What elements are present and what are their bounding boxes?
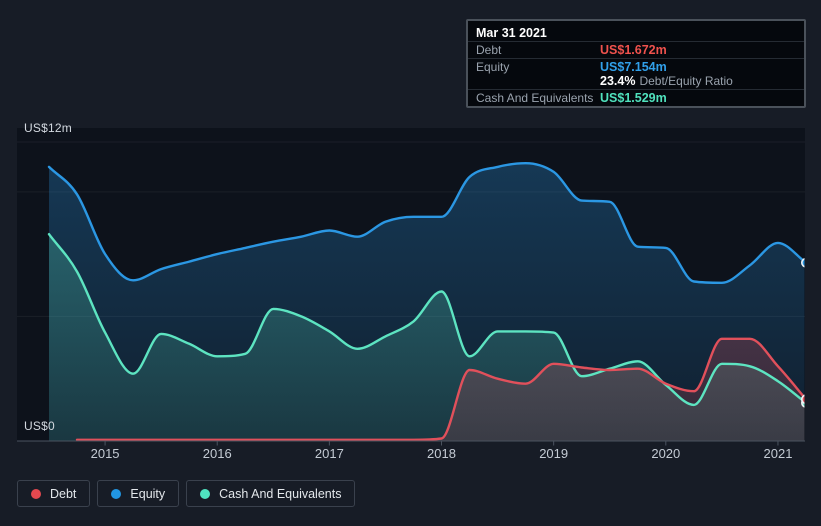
equity-series-dot-icon [111,488,122,499]
tooltip-label-equity: Equity [476,59,510,74]
tooltip-ratio-label: Debt/Equity Ratio [639,74,733,89]
tooltip-label-debt: Debt [476,43,502,58]
debt-series-dot-icon [31,488,41,499]
tooltip-date: Mar 31 2021 [476,26,547,40]
legend-item-cash[interactable]: Cash And Equivalents [186,480,356,507]
chart-tooltip: Mar 31 2021 Debt US$1.672m Equity US$7.1… [466,19,806,108]
x-axis-label-2017: 2017 [315,446,344,461]
tooltip-ratio-value: 23.4% [600,74,636,89]
debt-area [77,338,805,441]
x-axis-label-2019: 2019 [539,446,568,461]
x-axis-label-2020: 2020 [651,446,680,461]
legend-label-equity: Equity [130,486,166,501]
series-layer [47,162,805,442]
tooltip-value-equity: US$7.154m [600,59,667,74]
debt-end-marker [801,394,805,405]
equity-line [47,162,805,284]
tooltip-row-equity: Equity US$7.154m [468,57,804,74]
equity-end-marker [801,257,805,268]
legend-label-debt: Debt [50,486,77,501]
legend-item-debt[interactable]: Debt [17,480,91,507]
tooltip-label-cash: Cash And Equivalents [476,90,594,105]
y-axis-label-max: US$12m [24,121,72,135]
y-axis-label-zero: US$0 [24,419,55,433]
tooltip-value-cash: US$1.529m [600,90,667,105]
tooltip-row-debt: Debt US$1.672m [468,41,804,57]
x-axis-label-2021: 2021 [764,446,793,461]
x-axis-label-2015: 2015 [91,446,120,461]
tooltip-ratio-text: 23.4% Debt/Equity Ratio [600,74,733,88]
cash-series-dot-icon [200,488,211,499]
legend-label-cash: Cash And Equivalents [219,486,342,501]
x-axis-label-2016: 2016 [203,446,232,461]
chart-legend: Debt Equity Cash And Equivalents [17,480,356,507]
tooltip-value-debt: US$1.672m [600,43,667,58]
tooltip-row-cash: Cash And Equivalents US$1.529m [468,88,804,106]
debt-line [75,337,805,442]
x-axis-label-2018: 2018 [427,446,456,461]
cash-and-equivalents-line [47,233,805,407]
legend-item-equity[interactable]: Equity [97,480,180,507]
tooltip-row-ratio: 23.4% Debt/Equity Ratio [468,74,804,88]
